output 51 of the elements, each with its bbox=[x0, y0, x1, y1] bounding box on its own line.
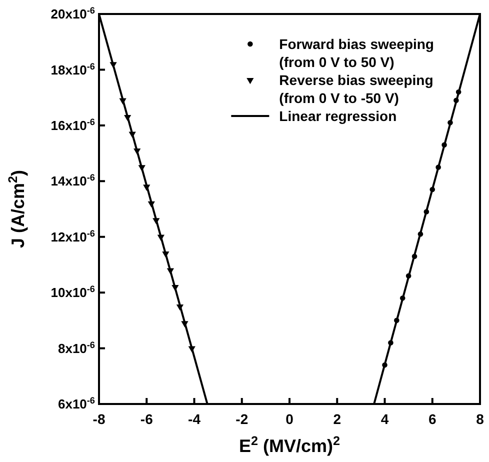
point bbox=[172, 284, 179, 292]
legend-label: Forward bias sweeping (from 0 V to 50 V) bbox=[279, 36, 434, 70]
x-axis-title: E$^{2}$ (MV/cm)$^{2}$ bbox=[238, 434, 340, 456]
point bbox=[138, 165, 146, 172]
point bbox=[124, 115, 132, 122]
x-tick-label: 8 bbox=[476, 410, 484, 427]
x-tick-label: -6 bbox=[140, 410, 154, 427]
point bbox=[382, 362, 388, 368]
point bbox=[134, 148, 141, 155]
x-tick-label: -8 bbox=[92, 410, 106, 427]
point bbox=[412, 254, 418, 259]
point bbox=[394, 318, 400, 324]
y-tick-label: 16x10$^{-6}$ bbox=[50, 116, 95, 133]
y-tick-label: 14x10$^{-6}$ bbox=[50, 172, 95, 189]
point bbox=[456, 89, 462, 95]
point bbox=[418, 231, 424, 237]
y-tick-label: 12x10$^{-6}$ bbox=[50, 228, 95, 244]
point bbox=[176, 304, 184, 311]
point bbox=[162, 252, 170, 258]
point bbox=[430, 186, 436, 192]
point bbox=[424, 209, 430, 214]
point bbox=[128, 132, 136, 138]
x-tick-label: 0 bbox=[286, 410, 294, 427]
point bbox=[454, 98, 459, 103]
point bbox=[110, 62, 117, 68]
point bbox=[388, 340, 394, 346]
point bbox=[148, 201, 155, 208]
point bbox=[406, 273, 412, 278]
y-tick-label: 18x10$^{-6}$ bbox=[50, 61, 95, 78]
point bbox=[143, 184, 150, 191]
x-tick-label: -4 bbox=[188, 410, 201, 427]
point bbox=[157, 234, 164, 241]
x-tick-label: 4 bbox=[380, 410, 389, 427]
y-tick-label: 8x10$^{-6}$ bbox=[58, 340, 95, 356]
point bbox=[400, 296, 406, 301]
point bbox=[152, 218, 160, 224]
legend-label: Reverse bias sweeping (from 0 V to -50 V) bbox=[279, 72, 434, 106]
legend-label: Linear regression bbox=[279, 108, 397, 124]
point bbox=[188, 346, 196, 352]
y-tick-label: 20x10$^{-6}$ bbox=[50, 6, 95, 22]
point bbox=[119, 98, 126, 104]
y-tick-label: 6x10$^{-6}$ bbox=[58, 396, 95, 412]
y-tick-label: 10x10$^{-6}$ bbox=[50, 284, 95, 300]
x-tick-label: 2 bbox=[333, 410, 342, 427]
x-tick-label: 6 bbox=[428, 410, 436, 427]
point bbox=[442, 142, 447, 148]
point bbox=[181, 321, 188, 328]
point bbox=[166, 268, 174, 274]
point bbox=[448, 120, 453, 126]
point bbox=[436, 164, 441, 170]
x-tick-label: -2 bbox=[236, 410, 248, 427]
